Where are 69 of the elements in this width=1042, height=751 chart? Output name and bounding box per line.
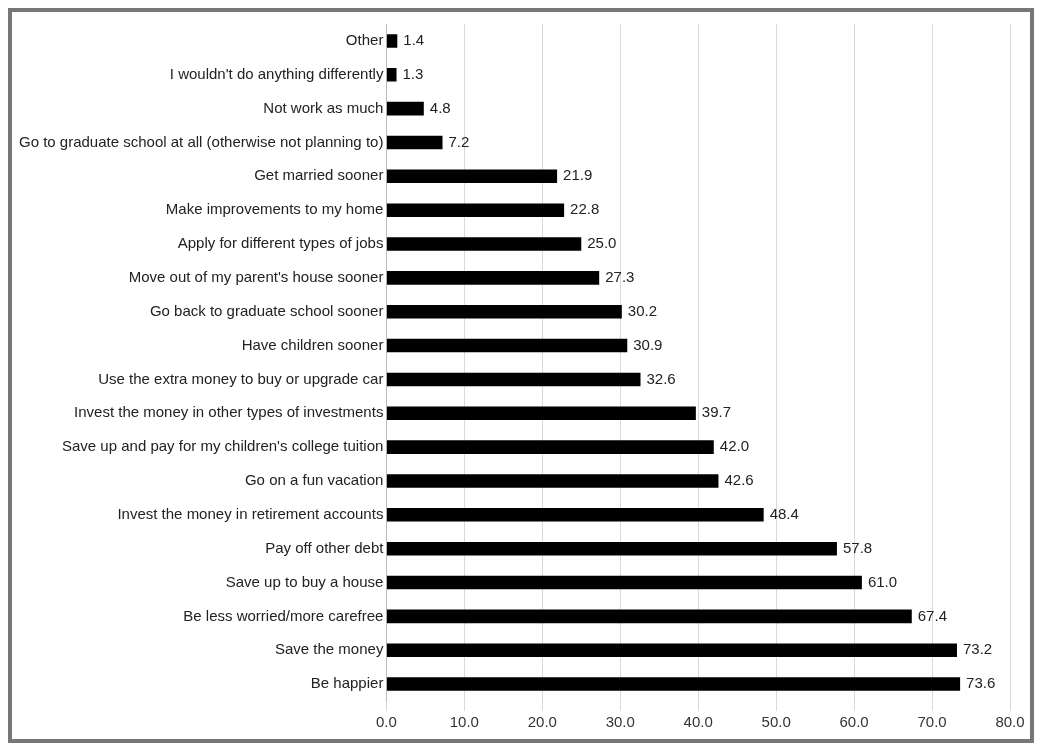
data-label: 67.4: [917, 606, 947, 624]
bar: [386, 643, 957, 657]
x-tick-label: 80.0: [995, 713, 1025, 731]
data-label: 25.0: [587, 234, 617, 252]
x-tick-label: 50.0: [761, 713, 791, 731]
data-label: 21.9: [563, 166, 593, 184]
data-label: 32.6: [646, 369, 676, 387]
data-label: 42.0: [719, 437, 749, 455]
x-tick-label: 30.0: [605, 713, 635, 731]
x-tick-label: 20.0: [527, 713, 557, 731]
bar: [386, 677, 961, 691]
data-label: 1.3: [402, 64, 424, 82]
y-tick-label: Make improvements to my home: [165, 200, 384, 218]
bar: [386, 101, 424, 116]
data-label: 48.4: [769, 504, 799, 522]
data-label: 1.4: [403, 31, 425, 49]
data-label: 39.7: [701, 403, 732, 421]
bar: [386, 508, 764, 522]
y-tick-label: Other: [345, 31, 384, 49]
y-tick-label: Not work as much: [263, 98, 384, 116]
bar: [386, 169, 558, 184]
x-tick-label: 40.0: [683, 713, 713, 731]
bar: [386, 440, 714, 454]
data-label: 4.8: [429, 98, 451, 116]
y-tick-label: Be happier: [310, 674, 384, 692]
data-label: 73.6: [966, 674, 996, 692]
bar: [386, 68, 397, 82]
y-tick-label: Invest the money in retirement accounts: [117, 504, 384, 522]
x-tick-label: 10.0: [449, 713, 479, 731]
y-tick-label: Invest the money in other types of investments: [74, 403, 384, 421]
y-tick-label: I wouldn't do anything differently: [169, 64, 384, 82]
bar: [386, 237, 582, 251]
x-tick-label: 70.0: [917, 713, 947, 731]
y-tick-label: Be less worried/more carefree: [183, 606, 384, 624]
data-label: 30.2: [627, 301, 657, 319]
y-tick-label: Apply for different types of jobs: [177, 234, 384, 252]
bar: [386, 575, 862, 590]
y-tick-label: Have children sooner: [241, 335, 384, 353]
bar: [386, 304, 622, 319]
y-tick-label: Save up and pay for my children's college tuition: [62, 437, 384, 455]
y-tick-label: Go back to graduate school sooner: [149, 301, 384, 319]
data-label: 73.2: [962, 640, 993, 658]
data-label: 22.8: [570, 200, 600, 218]
x-tick-label: 60.0: [839, 713, 869, 731]
data-label: 61.0: [867, 572, 898, 590]
y-tick-label: Use the extra money to buy or upgrade car: [98, 369, 384, 387]
y-tick-label: Save the money: [274, 640, 384, 658]
bar: [386, 203, 565, 217]
y-tick-label: Move out of my parent's house sooner: [128, 268, 384, 286]
bar: [386, 135, 443, 150]
bar: [386, 474, 719, 488]
bar: [386, 609, 912, 624]
y-tick-label: Go on a fun vacation: [244, 471, 384, 489]
bar: [386, 372, 641, 387]
bar: [386, 406, 696, 421]
y-tick-label: Save up to buy a house: [225, 572, 384, 590]
y-tick-label: Get married sooner: [254, 166, 384, 184]
y-tick-label: Go to graduate school at all (otherwise not planning to): [19, 132, 384, 150]
data-label: 30.9: [633, 335, 663, 353]
y-tick-label: Pay off other debt: [265, 538, 385, 556]
x-tick-label: 0.0: [375, 713, 397, 731]
bar: [386, 338, 628, 353]
data-label: 57.8: [842, 538, 873, 556]
data-label: 7.2: [448, 132, 470, 150]
data-label: 27.3: [605, 268, 635, 286]
bar: [386, 541, 837, 556]
bar: [386, 34, 398, 48]
data-label: 42.6: [724, 471, 754, 489]
bar: [386, 271, 600, 285]
